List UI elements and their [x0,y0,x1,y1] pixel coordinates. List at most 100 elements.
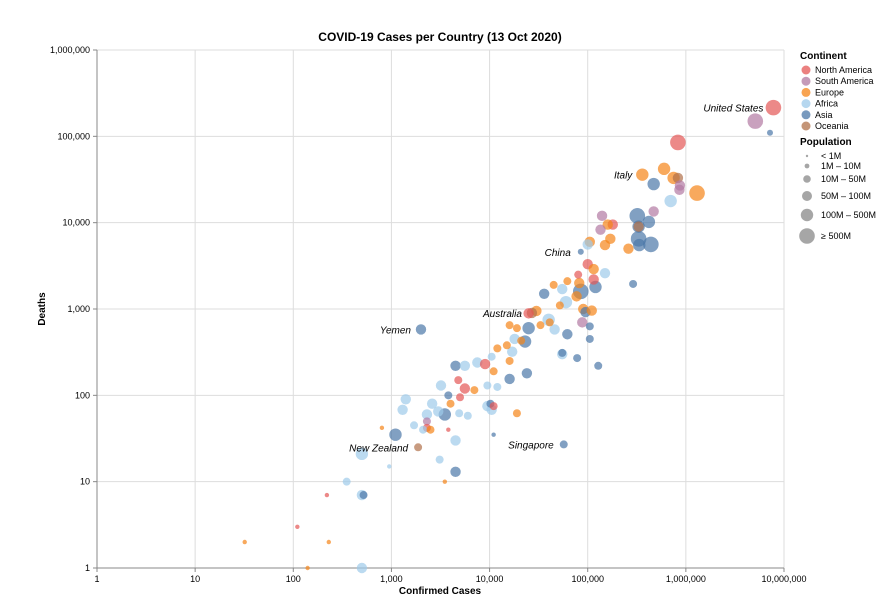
data-point [523,308,534,319]
x-tick-label: 1 [94,574,99,584]
data-point [389,428,402,441]
data-point [455,409,464,418]
data-point [588,274,599,285]
y-tick-label: 10 [80,477,90,487]
data-points [242,99,782,574]
data-point [595,224,606,235]
color-legend-label: Oceania [815,121,849,131]
data-point [242,539,247,545]
color-legend-label: Africa [815,99,838,109]
data-point [491,432,496,437]
data-point [585,334,594,343]
data-point [470,386,479,395]
data-point [426,425,435,434]
data-point [450,360,461,371]
color-legend-label: Asia [815,110,833,120]
country-annotation: China [545,248,572,259]
data-point [305,565,310,571]
data-point [747,113,764,129]
data-point [633,238,646,252]
size-legend-swatch [803,175,811,183]
data-point [450,435,461,446]
size-legend-title: Population [800,137,852,148]
data-point [563,277,572,286]
data-point [594,361,603,370]
data-point [326,539,331,545]
size-legend-label: < 1M [821,151,841,161]
data-point [596,210,608,222]
data-point [517,336,526,345]
country-annotation: Italy [614,171,633,182]
x-tick-label: 10 [190,574,200,584]
annotations: United States Italy China Australia Yemen New… [349,104,763,455]
size-legend-swatch [805,154,809,158]
data-point [689,185,705,201]
data-point [585,322,594,331]
size-legend-label: ≥ 500M [821,231,851,241]
data-point [558,348,567,357]
data-point [588,263,599,275]
data-point [493,382,502,391]
color-legend-swatch [801,121,811,131]
color-legend-label: North America [815,65,872,75]
data-point [444,391,453,400]
data-point [599,239,611,251]
y-tick-label: 1 [85,563,90,573]
y-tick-label: 100,000 [57,131,90,141]
data-point [629,279,638,288]
color-legend-swatch [801,87,811,97]
data-point [379,425,385,431]
data-point [419,425,428,434]
data-point [505,321,514,330]
data-point [504,373,515,385]
data-point [435,455,444,464]
data-point [545,318,554,327]
data-point [450,466,461,478]
data-point [574,277,585,289]
country-annotation: New Zealand [349,443,408,454]
data-point [577,248,584,255]
x-tick-label: 100,000 [571,574,604,584]
data-point [574,270,583,279]
data-point [536,321,545,330]
data-point [324,492,330,498]
x-tick-label: 1,000,000 [666,574,706,584]
data-point [664,194,677,208]
data-point [446,399,455,408]
color-legend-swatch [801,110,811,120]
data-point [426,398,438,409]
y-tick-label: 1,000 [67,304,90,314]
x-tick-labels: 1 10 100 1,000 10,000 100,000 1,000,000 10,000,… [94,568,807,584]
size-legend-label: 10M – 50M [821,174,866,184]
data-point [456,393,465,402]
color-legend-title: Continent [800,51,847,62]
country-annotation: Singapore [508,440,554,451]
data-point [657,162,671,176]
color-legend-swatch [801,99,811,109]
data-point [506,346,518,357]
color-legend-swatch [801,76,811,86]
data-point [442,479,448,484]
x-tick-label: 1,000 [380,574,403,584]
data-point [549,280,558,289]
country-annotation: United States [703,104,763,115]
data-point [636,168,649,181]
data-point [421,409,433,420]
data-point [766,129,773,136]
data-point [577,317,588,328]
x-tick-label: 10,000 [476,574,504,584]
data-point [463,411,472,420]
data-point [446,427,451,432]
color-legend-swatch [801,65,811,75]
data-point [433,406,444,417]
data-point [674,184,685,196]
data-point [459,360,471,371]
data-point [629,208,646,224]
color-legend-label: South America [815,76,874,86]
data-point [562,329,573,340]
data-point [397,404,408,415]
data-point [410,421,419,430]
